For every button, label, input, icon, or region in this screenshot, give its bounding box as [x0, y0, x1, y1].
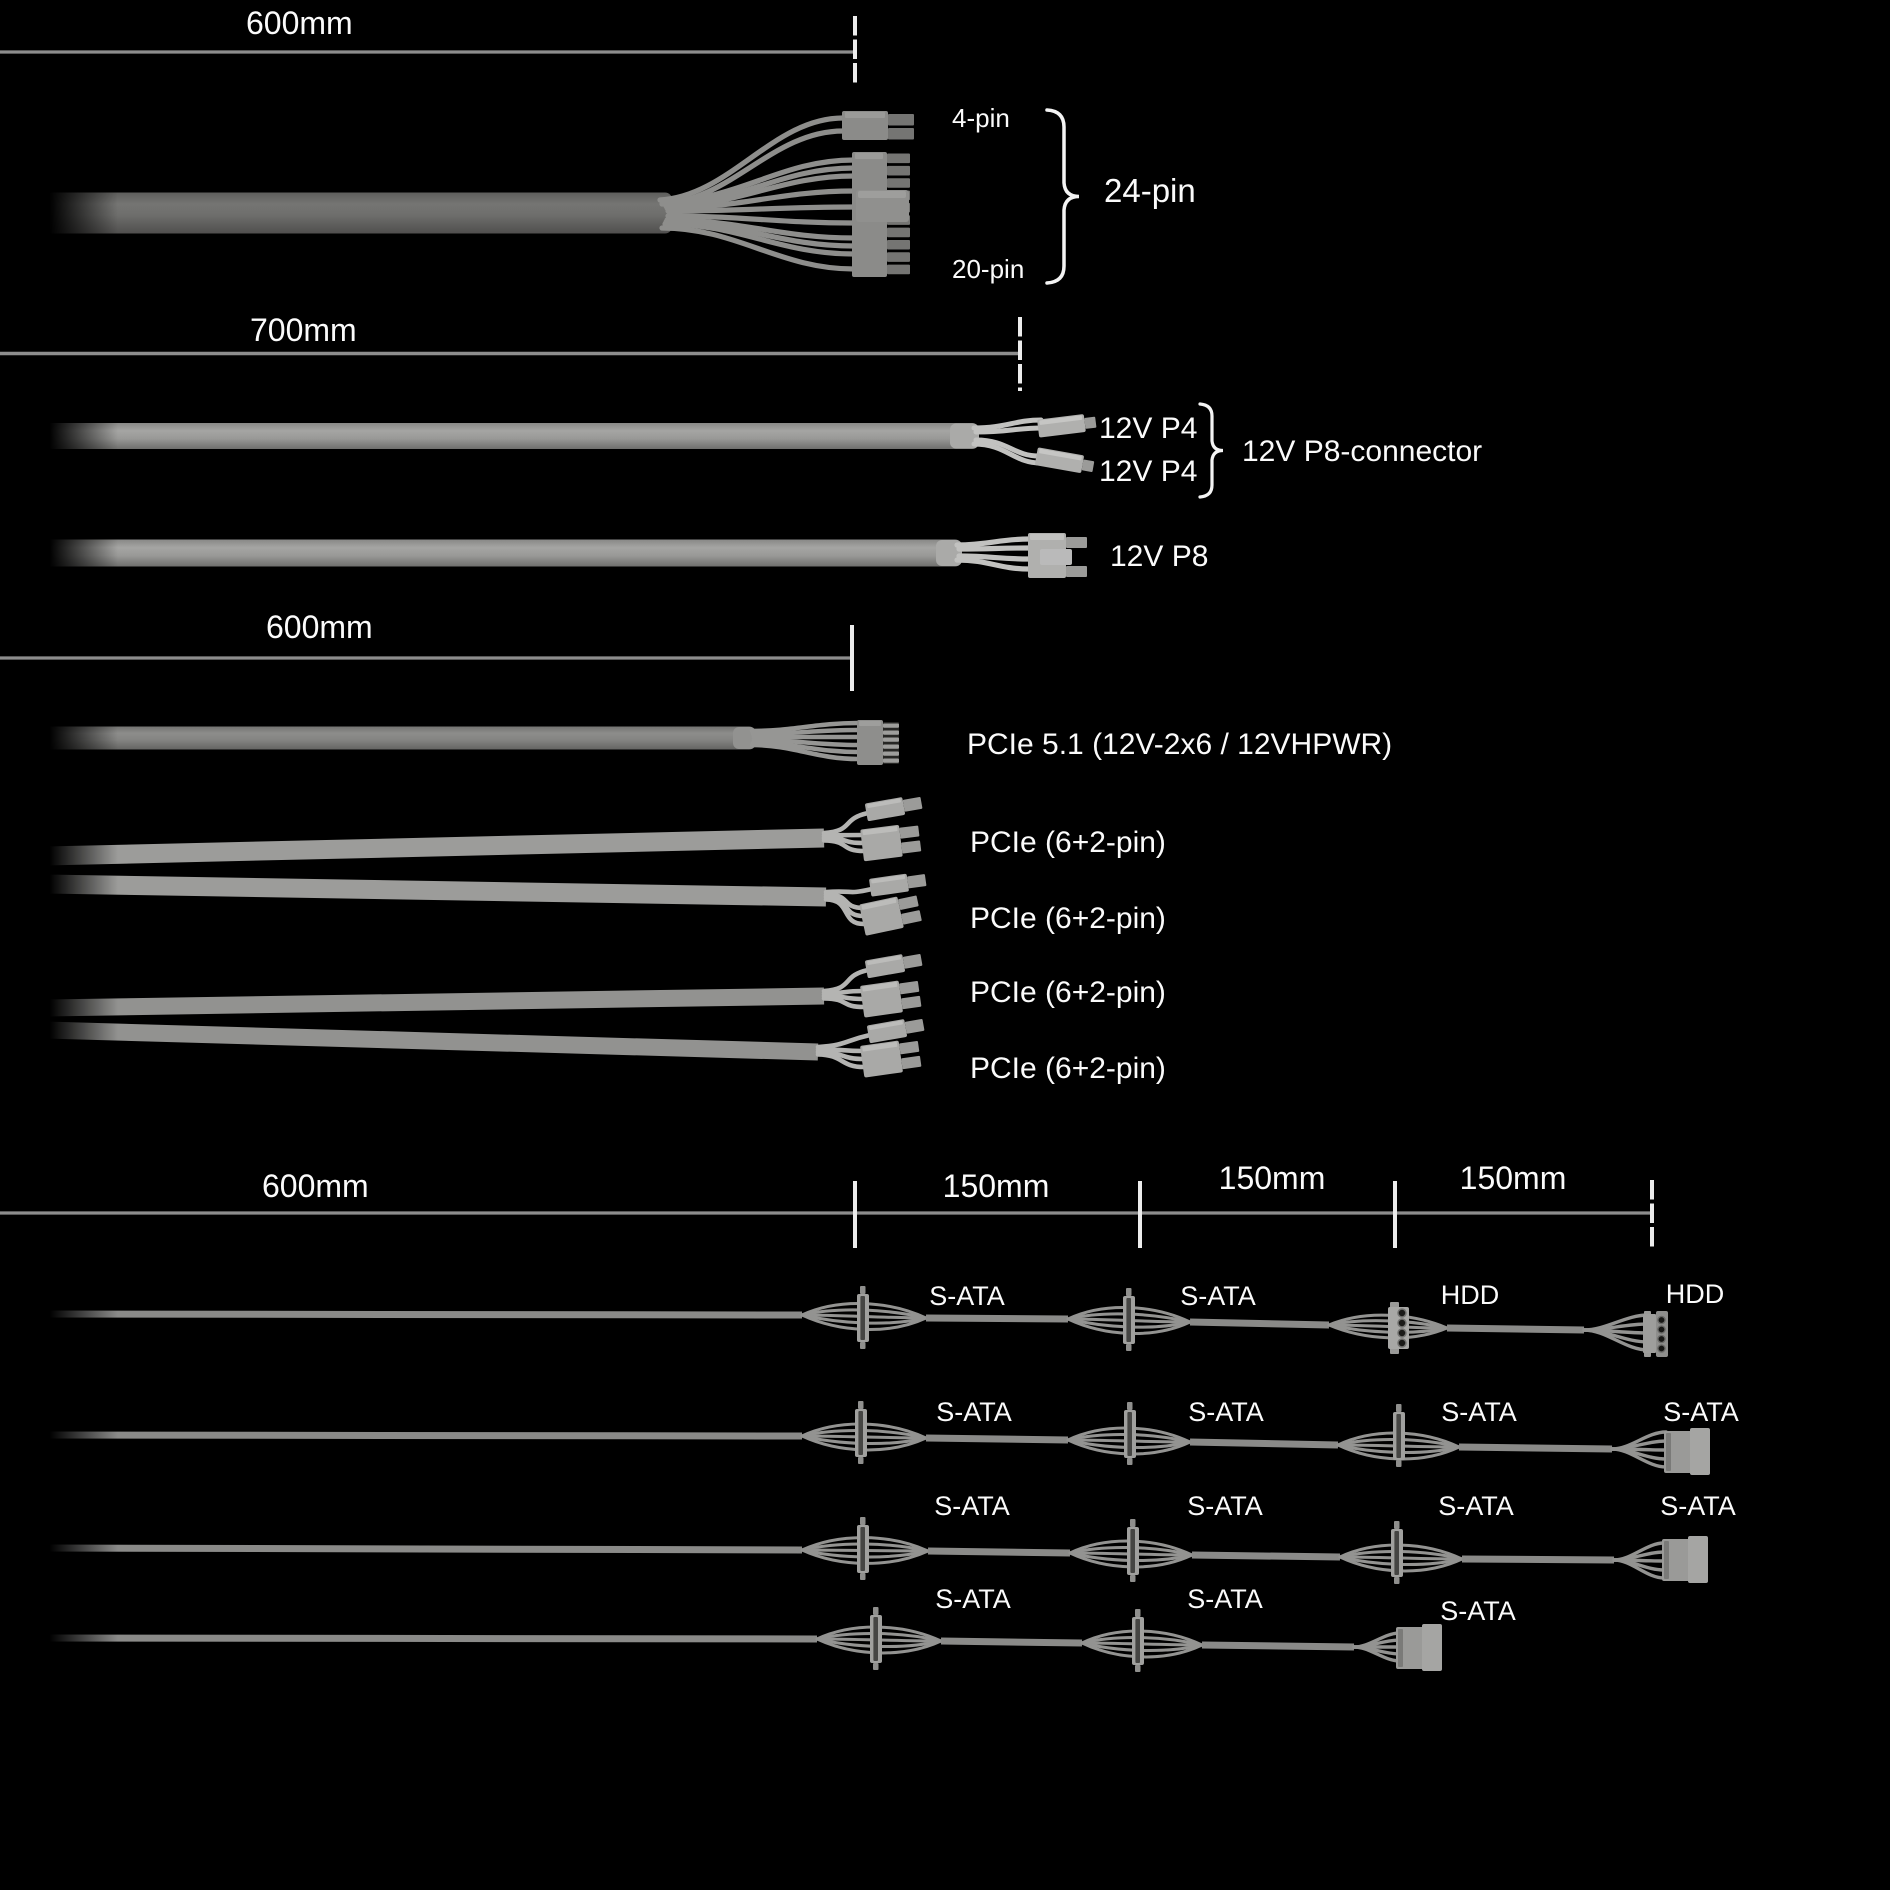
svg-text:S-ATA: S-ATA — [1663, 1397, 1739, 1427]
svg-text:700mm: 700mm — [250, 312, 357, 348]
svg-text:S-ATA: S-ATA — [1180, 1281, 1256, 1311]
svg-text:PCIe 5.1 (12V-2x6 / 12VHPWR): PCIe 5.1 (12V-2x6 / 12VHPWR) — [967, 728, 1392, 761]
svg-text:150mm: 150mm — [943, 1168, 1050, 1204]
svg-text:PCIe (6+2-pin): PCIe (6+2-pin) — [970, 1052, 1166, 1085]
svg-text:12V P4: 12V P4 — [1099, 455, 1197, 488]
svg-text:HDD: HDD — [1666, 1279, 1725, 1309]
svg-text:PCIe (6+2-pin): PCIe (6+2-pin) — [970, 826, 1166, 859]
svg-text:12V P4: 12V P4 — [1099, 412, 1197, 445]
svg-text:S-ATA: S-ATA — [1187, 1584, 1263, 1614]
svg-text:600mm: 600mm — [266, 609, 373, 645]
svg-text:S-ATA: S-ATA — [1187, 1491, 1263, 1521]
svg-text:S-ATA: S-ATA — [1441, 1397, 1517, 1427]
svg-text:S-ATA: S-ATA — [1440, 1596, 1516, 1626]
svg-text:S-ATA: S-ATA — [936, 1397, 1012, 1427]
svg-text:PCIe (6+2-pin): PCIe (6+2-pin) — [970, 902, 1166, 935]
svg-text:S-ATA: S-ATA — [929, 1281, 1005, 1311]
svg-text:24-pin: 24-pin — [1104, 172, 1196, 209]
svg-text:150mm: 150mm — [1460, 1160, 1567, 1196]
svg-text:12V P8: 12V P8 — [1110, 540, 1208, 573]
svg-text:PCIe (6+2-pin): PCIe (6+2-pin) — [970, 976, 1166, 1009]
svg-text:12V P8-connector: 12V P8-connector — [1242, 435, 1482, 468]
svg-text:600mm: 600mm — [246, 5, 353, 41]
svg-text:600mm: 600mm — [262, 1168, 369, 1204]
svg-text:HDD: HDD — [1441, 1280, 1500, 1310]
svg-text:20-pin: 20-pin — [952, 254, 1024, 284]
svg-text:S-ATA: S-ATA — [1188, 1397, 1264, 1427]
svg-text:S-ATA: S-ATA — [1660, 1491, 1736, 1521]
svg-text:S-ATA: S-ATA — [935, 1584, 1011, 1614]
svg-text:S-ATA: S-ATA — [934, 1491, 1010, 1521]
svg-text:S-ATA: S-ATA — [1438, 1491, 1514, 1521]
svg-text:4-pin: 4-pin — [952, 103, 1010, 133]
svg-text:150mm: 150mm — [1219, 1160, 1326, 1196]
